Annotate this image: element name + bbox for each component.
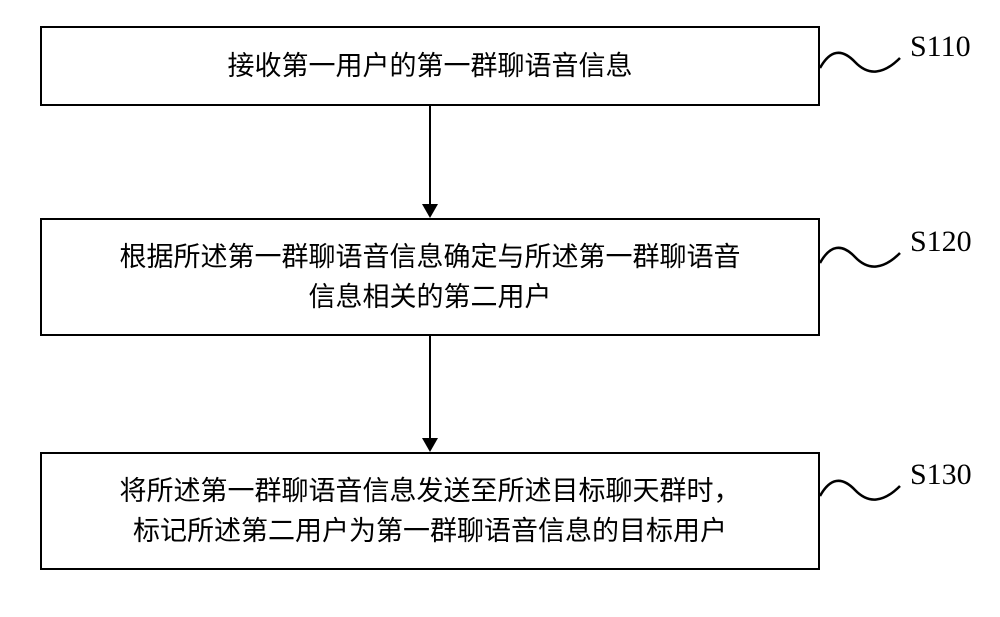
step-label-s130: S130 xyxy=(910,458,972,492)
connector-line-1 xyxy=(429,106,431,204)
wave-path xyxy=(820,248,900,267)
arrow-head-2 xyxy=(422,438,438,452)
step-text-s130: 将所述第一群聊语音信息发送至所述目标聊天群时，标记所述第二用户为第一群聊语音信息… xyxy=(120,471,741,552)
connector-line-2 xyxy=(429,336,431,438)
wave-connector-s120 xyxy=(820,243,910,283)
step-box-s110: 接收第一用户的第一群聊语音信息 xyxy=(40,26,820,106)
step-box-s120: 根据所述第一群聊语音信息确定与所述第一群聊语音信息相关的第二用户 xyxy=(40,218,820,336)
step-label-s120: S120 xyxy=(910,225,972,259)
step-text-s110: 接收第一用户的第一群聊语音信息 xyxy=(228,46,633,87)
wave-connector-s110 xyxy=(820,48,910,88)
step-text-s120: 根据所述第一群聊语音信息确定与所述第一群聊语音信息相关的第二用户 xyxy=(120,237,741,318)
wave-path xyxy=(820,481,900,500)
flowchart-container: 接收第一用户的第一群聊语音信息 S110 根据所述第一群聊语音信息确定与所述第一… xyxy=(0,0,1000,617)
step-label-s110: S110 xyxy=(910,30,971,64)
wave-path xyxy=(820,53,900,72)
wave-connector-s130 xyxy=(820,476,910,516)
arrow-head-1 xyxy=(422,204,438,218)
step-box-s130: 将所述第一群聊语音信息发送至所述目标聊天群时，标记所述第二用户为第一群聊语音信息… xyxy=(40,452,820,570)
